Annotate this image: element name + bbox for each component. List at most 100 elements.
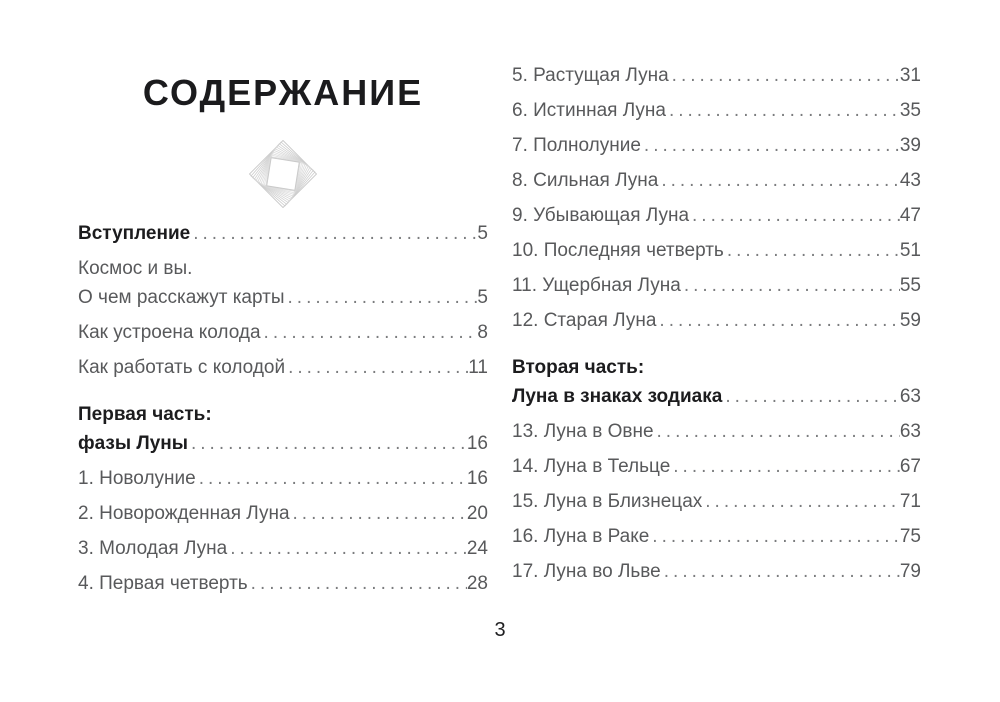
toc-entry-page-number: 59 (899, 310, 921, 331)
toc-entry-row: 9. Убывающая Луна 47 (512, 206, 921, 226)
toc-entry-label: 12. Старая Луна (512, 310, 657, 331)
toc-entry-row: Вступление 5 (78, 224, 488, 244)
dot-leader (672, 66, 900, 86)
toc-entry-label: фазы Луны (78, 433, 188, 454)
toc-entry-row: 16. Луна в Раке 75 (512, 527, 921, 547)
toc-entry: Как устроена колода 8 (78, 323, 488, 343)
toc-entry-label: 6. Истинная Луна (512, 100, 666, 121)
dot-leader (661, 171, 900, 191)
toc-entry: 9. Убывающая Луна 47 (512, 206, 921, 226)
toc-entry: 17. Луна во Льве 79 (512, 562, 921, 582)
toc-entry-label: 17. Луна во Льве (512, 561, 661, 582)
dot-leader (657, 422, 900, 442)
toc-entry-page-number: 5 (477, 223, 488, 244)
toc-entry-label: Луна в знаках зодиака (512, 386, 723, 407)
toc-entry-title-line: Первая часть: (78, 404, 212, 425)
toc-left-list: Вступление 5 Космос и вы. О чем расскажут к… (78, 224, 488, 594)
toc-entry-title-line: Космос и вы. (78, 258, 193, 279)
toc-entry-page-number: 55 (899, 275, 921, 296)
toc-entry-row: 14. Луна в Тельце 67 (512, 457, 921, 477)
toc-entry-page-number: 63 (899, 386, 921, 407)
page-title: СОДЕРЖАНИЕ (142, 72, 424, 113)
toc-entry: 15. Луна в Близнецах 71 (512, 492, 921, 512)
toc-entry-page-number: 16 (466, 433, 488, 454)
toc-entry-label: 14. Луна в Тельце (512, 456, 671, 477)
right-column: 5. Растущая Луна 31 6. Истинная Луна 35 7. П… (512, 66, 921, 597)
toc-entry-label: 15. Луна в Близнецах (512, 491, 703, 512)
toc-entry: Космос и вы. О чем расскажут карты 5 (78, 259, 488, 308)
toc-entry-row: 12. Старая Луна 59 (512, 311, 921, 331)
toc-entry-page-number: 20 (466, 503, 488, 524)
folio-page-number: 3 (494, 619, 506, 641)
toc-entry: 10. Последняя четверть 51 (512, 241, 921, 261)
toc-entry-row: 15. Луна в Близнецах 71 (512, 492, 921, 512)
toc-entry: Первая часть: фазы Луны 16 (78, 405, 488, 454)
toc-entry-row: 4. Первая четверть 28 (78, 574, 488, 594)
dot-leader (191, 434, 467, 454)
toc-entry-row: 1. Новолуние 16 (78, 469, 488, 489)
toc-entry-label: 5. Растущая Луна (512, 65, 669, 86)
toc-entry-label: 1. Новолуние (78, 468, 196, 489)
toc-entry: 11. Ущербная Луна 55 (512, 276, 921, 296)
toc-entry: 16. Луна в Раке 75 (512, 527, 921, 547)
toc-right-list: 5. Растущая Луна 31 6. Истинная Луна 35 7. П… (512, 66, 921, 582)
toc-entry: 12. Старая Луна 59 (512, 311, 921, 331)
toc-entry-page-number: 47 (899, 205, 921, 226)
toc-entry: Как работать с колодой 11 (78, 358, 488, 378)
toc-entry-row: 5. Растущая Луна 31 (512, 66, 921, 86)
dot-leader (684, 276, 900, 296)
diamond-swirl-icon (248, 139, 318, 209)
toc-entry-page-number: 43 (899, 170, 921, 191)
toc-entry: 4. Первая четверть 28 (78, 574, 488, 594)
toc-entry-page-number: 16 (466, 468, 488, 489)
dot-leader (264, 323, 478, 343)
toc-entry-row: 6. Истинная Луна 35 (512, 101, 921, 121)
dot-leader (193, 224, 477, 244)
toc-entry-label: Как работать с колодой (78, 357, 286, 378)
toc-entry-label: 9. Убывающая Луна (512, 205, 690, 226)
toc-entry-row: 3. Молодая Луна 24 (78, 539, 488, 559)
left-column: СОДЕРЖАНИЕ Вступлени (78, 74, 488, 609)
toc-entry-label: 10. Последняя четверть (512, 240, 724, 261)
toc-entry-row: 8. Сильная Луна 43 (512, 171, 921, 191)
toc-entry-label: 4. Первая четверть (78, 573, 248, 594)
toc-entry-label: 7. Полнолуние (512, 135, 641, 156)
dot-leader (659, 311, 899, 331)
toc-entry-page-number: 67 (899, 456, 921, 477)
dot-leader (644, 136, 900, 156)
toc-entry-row: 7. Полнолуние 39 (512, 136, 921, 156)
toc-entry-page-number: 28 (466, 573, 488, 594)
toc-entry: 6. Истинная Луна 35 (512, 101, 921, 121)
toc-entry-page-number: 51 (899, 240, 921, 261)
toc-entry-label: 8. Сильная Луна (512, 170, 659, 191)
toc-entry-row: 13. Луна в Овне 63 (512, 422, 921, 442)
toc-entry-row: Как устроена колода 8 (78, 323, 488, 343)
toc-entry-label: О чем расскажут карты (78, 287, 285, 308)
toc-entry-row: 17. Луна во Льве 79 (512, 562, 921, 582)
toc-entry-row: фазы Луны 16 (78, 434, 488, 454)
toc-entry-page-number: 63 (899, 421, 921, 442)
dot-leader (692, 206, 900, 226)
dot-leader (727, 241, 900, 261)
dot-leader (288, 358, 468, 378)
toc-entry-page-number: 75 (899, 526, 921, 547)
toc-entry: 1. Новолуние 16 (78, 469, 488, 489)
toc-entry: 8. Сильная Луна 43 (512, 171, 921, 191)
dot-leader (669, 101, 900, 121)
dot-leader (725, 387, 900, 407)
toc-entry-label: Вступление (78, 223, 191, 244)
toc-entry-row: О чем расскажут карты 5 (78, 288, 488, 308)
dot-leader (251, 574, 467, 594)
toc-entry: 14. Луна в Тельце 67 (512, 457, 921, 477)
toc-entry-row: Как работать с колодой 11 (78, 358, 488, 378)
toc-entry: 7. Полнолуние 39 (512, 136, 921, 156)
toc-entry-page-number: 11 (468, 357, 488, 378)
toc-entry-page-number: 24 (466, 538, 488, 559)
toc-entry-page-number: 39 (899, 135, 921, 156)
toc-entry-label: 16. Луна в Раке (512, 526, 650, 547)
dot-leader (199, 469, 467, 489)
toc-entry-page-number: 35 (899, 100, 921, 121)
toc-entry-page-number: 8 (477, 322, 488, 343)
toc-entry-label: 11. Ущербная Луна (512, 275, 681, 296)
